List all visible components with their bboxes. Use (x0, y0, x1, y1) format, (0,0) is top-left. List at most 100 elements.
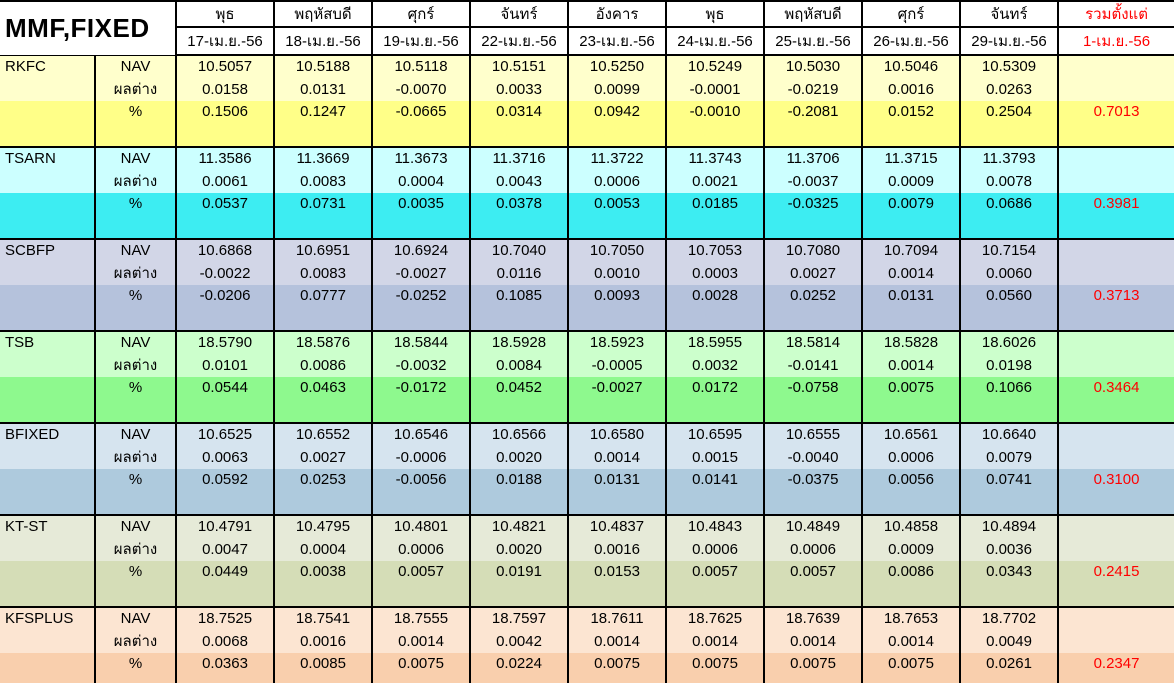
diff-value-cell[interactable]: 0.0061 (175, 169, 276, 193)
pct-value-cell[interactable]: -0.0665 (371, 101, 472, 121)
pct-row-label[interactable]: % (93, 101, 178, 121)
nav-value-cell[interactable]: 18.5828 (861, 331, 962, 353)
pct-row-label[interactable]: % (93, 285, 178, 305)
diff-value-cell[interactable]: 0.0020 (469, 445, 570, 469)
nav-value-cell[interactable]: 18.7611 (567, 607, 668, 629)
nav-row-label[interactable]: NAV (93, 55, 178, 77)
total-empty-cell[interactable] (1057, 515, 1174, 537)
nav-value-cell[interactable]: 18.5790 (175, 331, 276, 353)
nav-value-cell[interactable]: 18.7625 (665, 607, 766, 629)
nav-value-cell[interactable]: 18.7653 (861, 607, 962, 629)
nav-value-cell[interactable]: 10.7094 (861, 239, 962, 261)
fund-name-cell[interactable]: SCBFP (0, 239, 96, 261)
diff-value-cell[interactable]: 0.0033 (469, 77, 570, 101)
nav-value-cell[interactable]: 10.6525 (175, 423, 276, 445)
pct-value-cell[interactable]: 0.0085 (273, 653, 374, 673)
diff-value-cell[interactable]: 0.0014 (763, 629, 864, 653)
nav-value-cell[interactable]: 10.7040 (469, 239, 570, 261)
nav-value-cell[interactable]: 10.4849 (763, 515, 864, 537)
nav-row-label[interactable]: NAV (93, 239, 178, 261)
nav-value-cell[interactable]: 10.4894 (959, 515, 1060, 537)
diff-value-cell[interactable]: 0.0043 (469, 169, 570, 193)
nav-value-cell[interactable]: 10.4858 (861, 515, 962, 537)
nav-value-cell[interactable]: 10.5249 (665, 55, 766, 77)
diff-value-cell[interactable]: -0.0219 (763, 77, 864, 101)
nav-value-cell[interactable]: 10.5046 (861, 55, 962, 77)
period-total-cell[interactable]: 0.3464 (1057, 377, 1174, 397)
pct-row-label[interactable]: % (93, 377, 178, 397)
nav-value-cell[interactable]: 10.6595 (665, 423, 766, 445)
diff-value-cell[interactable]: 0.0006 (371, 537, 472, 561)
total-header-line1[interactable]: รวมตั้งแต่ (1057, 0, 1174, 28)
fund-name-empty-cell[interactable] (0, 445, 96, 469)
diff-value-cell[interactable]: 0.0009 (861, 537, 962, 561)
nav-value-cell[interactable]: 11.3722 (567, 147, 668, 169)
diff-value-cell[interactable]: 0.0086 (273, 353, 374, 377)
day-header-cell[interactable]: พฤหัสบดี (273, 0, 374, 28)
pct-value-cell[interactable]: 0.0686 (959, 193, 1060, 213)
pct-value-cell[interactable]: -0.2081 (763, 101, 864, 121)
diff-value-cell[interactable]: -0.0005 (567, 353, 668, 377)
pct-value-cell[interactable]: 0.0028 (665, 285, 766, 305)
date-header-cell[interactable]: 24-เม.ย.-56 (665, 26, 766, 56)
pct-value-cell[interactable]: -0.0758 (763, 377, 864, 397)
diff-value-cell[interactable]: 0.0084 (469, 353, 570, 377)
diff-value-cell[interactable]: 0.0027 (763, 261, 864, 285)
nav-value-cell[interactable]: 10.6546 (371, 423, 472, 445)
diff-value-cell[interactable]: 0.0116 (469, 261, 570, 285)
diff-value-cell[interactable]: 0.0009 (861, 169, 962, 193)
nav-value-cell[interactable]: 18.5923 (567, 331, 668, 353)
pct-value-cell[interactable]: 0.0452 (469, 377, 570, 397)
nav-row-label[interactable]: NAV (93, 515, 178, 537)
pct-value-cell[interactable]: 0.0463 (273, 377, 374, 397)
diff-value-cell[interactable]: 0.0015 (665, 445, 766, 469)
pct-value-cell[interactable]: 0.0038 (273, 561, 374, 581)
diff-value-cell[interactable]: -0.0141 (763, 353, 864, 377)
pct-value-cell[interactable]: 0.0544 (175, 377, 276, 397)
nav-value-cell[interactable]: 18.5844 (371, 331, 472, 353)
nav-value-cell[interactable]: 18.7555 (371, 607, 472, 629)
diff-value-cell[interactable]: 0.0016 (861, 77, 962, 101)
diff-value-cell[interactable]: 0.0131 (273, 77, 374, 101)
diff-value-cell[interactable]: 0.0021 (665, 169, 766, 193)
pct-value-cell[interactable]: 0.2504 (959, 101, 1060, 121)
nav-value-cell[interactable]: 10.5188 (273, 55, 374, 77)
pct-value-cell[interactable]: 0.0537 (175, 193, 276, 213)
fund-name-empty-cell[interactable] (0, 653, 96, 673)
fund-name-empty-cell[interactable] (0, 377, 96, 397)
pct-value-cell[interactable]: -0.0375 (763, 469, 864, 489)
total-empty-cell[interactable] (1057, 445, 1174, 469)
total-empty-cell[interactable] (1057, 331, 1174, 353)
period-total-cell[interactable]: 0.2347 (1057, 653, 1174, 673)
pct-value-cell[interactable]: 0.0188 (469, 469, 570, 489)
diff-value-cell[interactable]: 0.0042 (469, 629, 570, 653)
diff-value-cell[interactable]: 0.0014 (371, 629, 472, 653)
pct-value-cell[interactable]: 0.0057 (371, 561, 472, 581)
total-empty-cell[interactable] (1057, 261, 1174, 285)
nav-value-cell[interactable]: 18.5955 (665, 331, 766, 353)
pct-value-cell[interactable]: 0.0449 (175, 561, 276, 581)
total-empty-cell[interactable] (1057, 239, 1174, 261)
fund-name-cell[interactable]: TSB (0, 331, 96, 353)
nav-value-cell[interactable]: 18.5928 (469, 331, 570, 353)
day-header-cell[interactable]: พุธ (175, 0, 276, 28)
diff-value-cell[interactable]: 0.0063 (175, 445, 276, 469)
total-empty-cell[interactable] (1057, 77, 1174, 101)
date-header-cell[interactable]: 18-เม.ย.-56 (273, 26, 374, 56)
fund-name-empty-cell[interactable] (0, 469, 96, 489)
diff-row-label[interactable]: ผลต่าง (93, 629, 178, 653)
diff-value-cell[interactable]: -0.0032 (371, 353, 472, 377)
pct-value-cell[interactable]: 0.0079 (861, 193, 962, 213)
pct-value-cell[interactable]: 0.0153 (567, 561, 668, 581)
nav-value-cell[interactable]: 18.5814 (763, 331, 864, 353)
diff-value-cell[interactable]: -0.0006 (371, 445, 472, 469)
nav-row-label[interactable]: NAV (93, 147, 178, 169)
pct-value-cell[interactable]: 0.0131 (567, 469, 668, 489)
diff-value-cell[interactable]: 0.0049 (959, 629, 1060, 653)
diff-value-cell[interactable]: 0.0006 (861, 445, 962, 469)
date-header-cell[interactable]: 26-เม.ย.-56 (861, 26, 962, 56)
pct-value-cell[interactable]: 0.0075 (567, 653, 668, 673)
diff-value-cell[interactable]: 0.0083 (273, 261, 374, 285)
period-total-cell[interactable]: 0.3100 (1057, 469, 1174, 489)
diff-value-cell[interactable]: 0.0032 (665, 353, 766, 377)
